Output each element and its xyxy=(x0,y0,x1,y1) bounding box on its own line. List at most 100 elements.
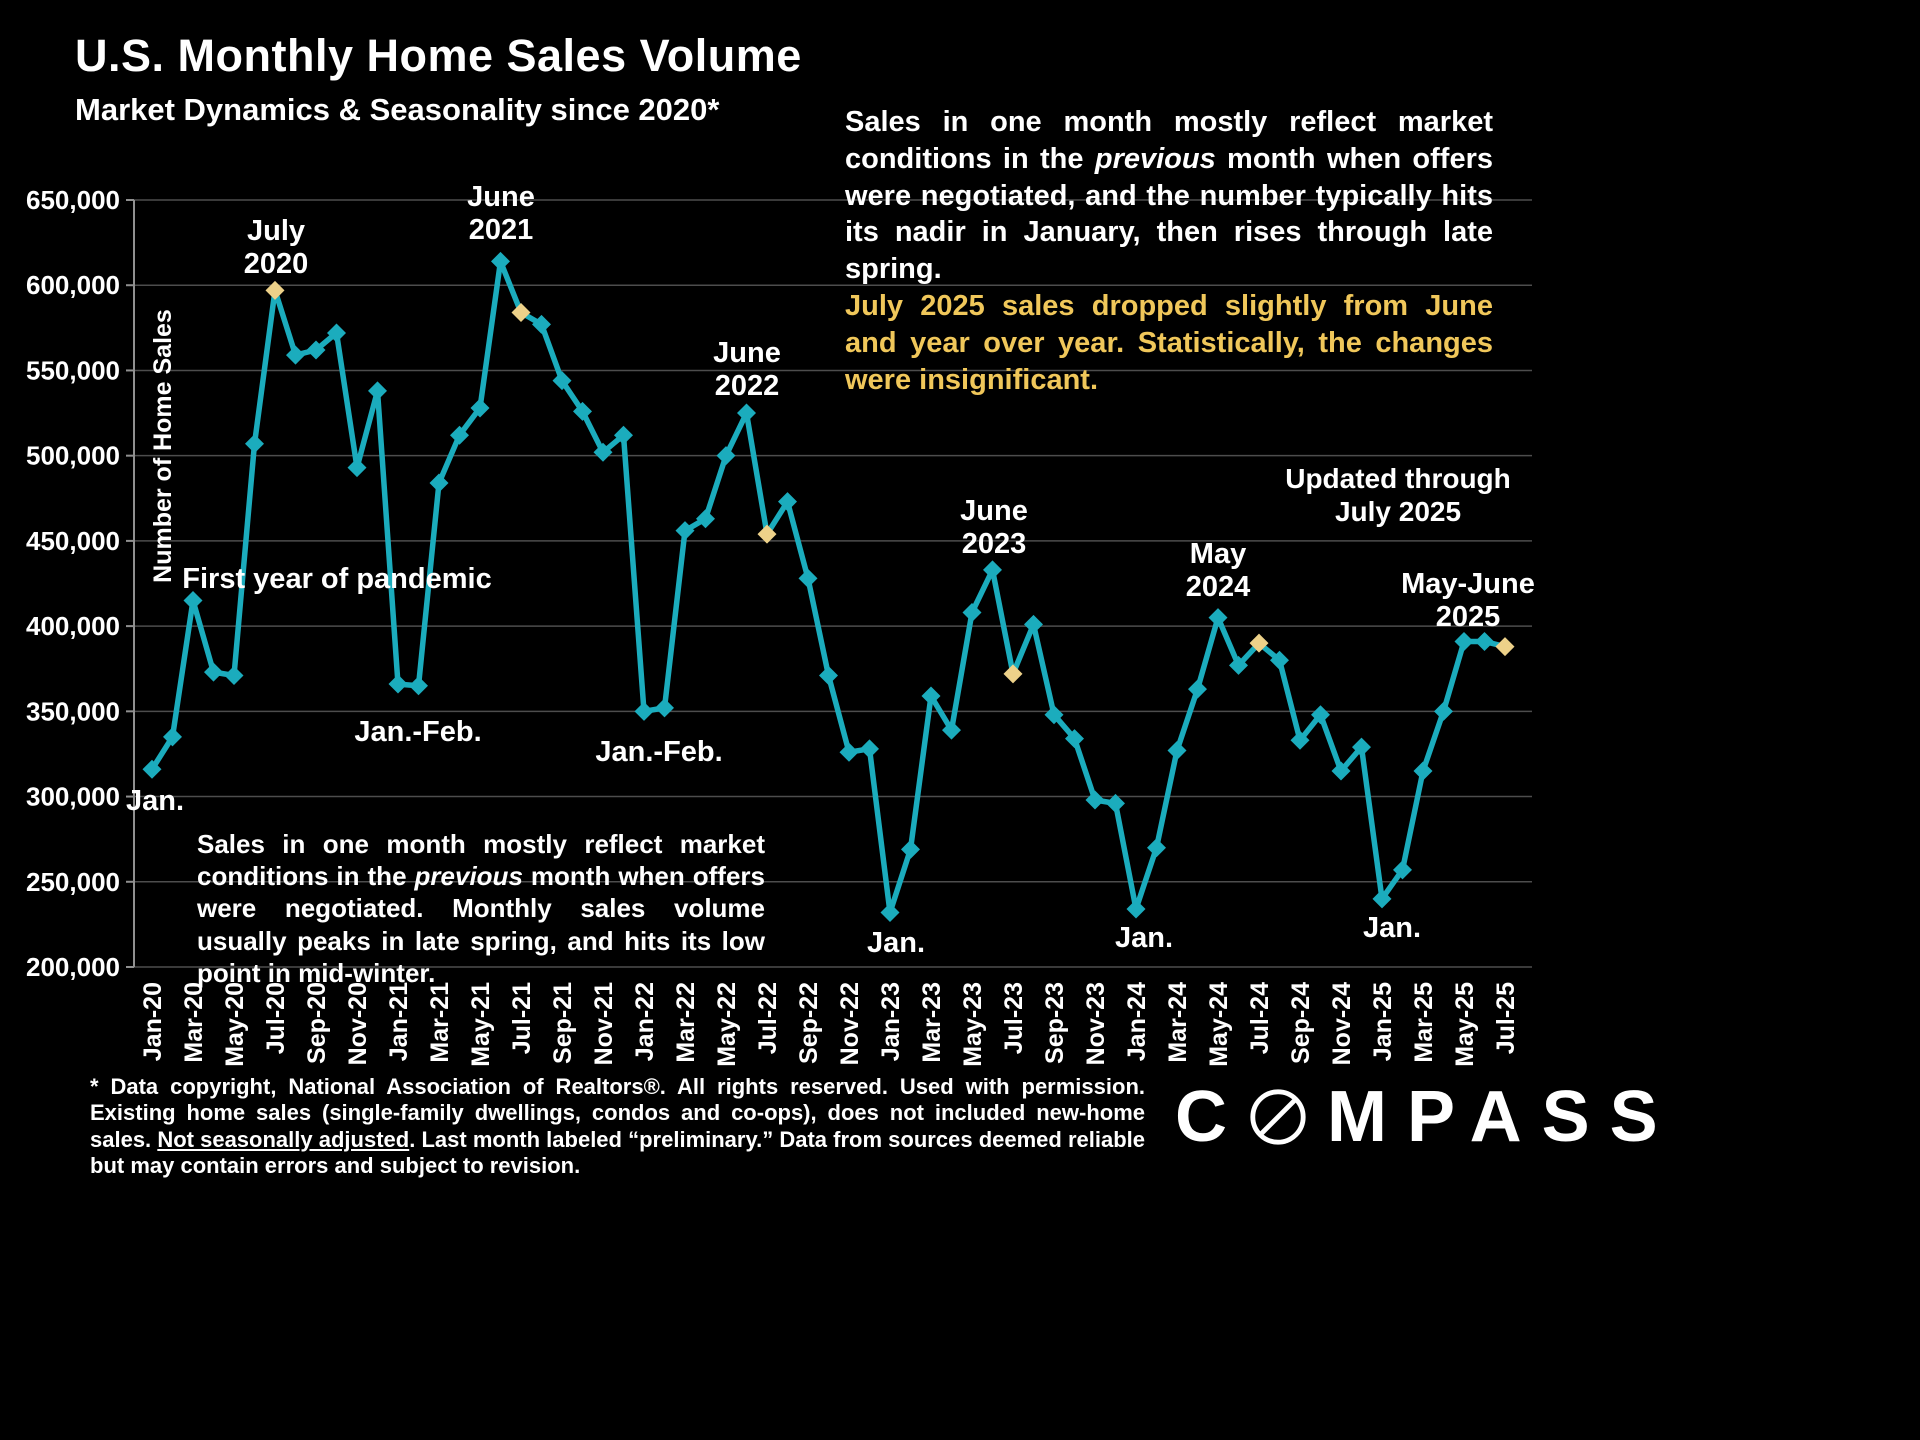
x-tick-label: Jul-25 xyxy=(1492,982,1520,1054)
data-point-Feb-20 xyxy=(163,727,182,747)
y-tick-label: 550,000 xyxy=(26,355,120,385)
data-point-Sep-21 xyxy=(552,371,572,391)
data-copyright-footnote: * Data copyright, National Association o… xyxy=(90,1074,1145,1180)
data-point-Nov-23 xyxy=(1085,790,1105,810)
data-point-Apr-24 xyxy=(1188,679,1207,699)
data-point-Aug-20 xyxy=(286,345,305,365)
data-point-Jun-24 xyxy=(1229,655,1248,675)
x-tick-label: Mar-22 xyxy=(672,982,700,1063)
data-point-May-24 xyxy=(1208,608,1228,628)
data-point-Apr-22 xyxy=(696,509,715,529)
explainer-text-after: month when offers were negotiated, and t… xyxy=(845,142,1493,286)
page-title: U.S. Monthly Home Sales Volume xyxy=(75,30,802,81)
data-point-Feb-24 xyxy=(1147,838,1166,858)
data-point-Mar-21 xyxy=(429,473,449,493)
x-tick-label: Sep-23 xyxy=(1041,982,1069,1064)
data-point-Feb-25 xyxy=(1393,860,1412,880)
gridlines: 200,000 250,000 300,000 350,000 400,000 450,0… xyxy=(26,185,1532,982)
chart-annotation: July 2020 xyxy=(244,215,309,280)
annotations: July 2020 June 2021 June 2022 June 2023 May 2024 M… xyxy=(126,181,1535,959)
data-point-Mar-20 xyxy=(183,591,203,611)
data-point-Jan-21 xyxy=(388,674,408,694)
chart-annotation: Jan. xyxy=(126,785,184,817)
july-2025-note: July 2025 sales dropped slightly from Ju… xyxy=(845,290,1493,396)
page-subtitle: Market Dynamics & Seasonality since 2020… xyxy=(75,92,720,127)
chart-annotation: Jan. xyxy=(867,927,925,959)
seasonality-text-italic: previous xyxy=(414,861,523,892)
logo-letters-mpass: MPASS xyxy=(1327,1077,1678,1157)
data-point-Mar-25 xyxy=(1413,761,1433,781)
data-point-Mar-22 xyxy=(675,521,695,541)
logo-letter-c: C xyxy=(1175,1077,1247,1157)
x-tick-label: May-25 xyxy=(1451,982,1479,1067)
x-tick-label: May-20 xyxy=(221,982,249,1067)
footnote-text-before: * Data copyright, National Association o… xyxy=(90,1074,1145,1152)
data-point-Oct-20 xyxy=(327,323,346,343)
data-point-May-22 xyxy=(716,446,736,466)
data-point-Jul-23 xyxy=(1003,664,1023,684)
x-tick-label: Jan-23 xyxy=(877,982,905,1061)
compass-o-icon xyxy=(1250,1089,1306,1145)
data-point-Aug-24 xyxy=(1270,650,1289,670)
data-point-Nov-20 xyxy=(347,458,367,478)
data-point-Jan-22 xyxy=(634,701,654,721)
data-point-Dec-21 xyxy=(614,425,633,445)
x-tick-label: Jan-21 xyxy=(385,982,413,1061)
data-point-Apr-21 xyxy=(450,425,469,445)
data-point-Jul-25 xyxy=(1495,637,1515,657)
data-point-Oct-21 xyxy=(573,401,592,421)
data-point-Jun-21 xyxy=(491,251,510,271)
x-tick-label: Jan-24 xyxy=(1123,982,1151,1061)
y-tick-label: 450,000 xyxy=(26,526,120,556)
footnote-text-after: . Last month labeled “preliminary.” Data… xyxy=(90,1126,1146,1179)
y-axis-title: Number of Home Sales xyxy=(149,309,177,583)
x-tick-label: Nov-23 xyxy=(1082,982,1110,1065)
data-point-Dec-22 xyxy=(860,739,879,759)
x-tick-label: Nov-20 xyxy=(344,982,372,1065)
x-tick-label: May-24 xyxy=(1205,982,1233,1067)
data-point-Jun-25 xyxy=(1475,631,1494,651)
x-axis-labels: Jan-20 Mar-20 May-20 Jul-20 Sep-20 Nov-20 Jan-… xyxy=(139,982,1520,1067)
x-tick-label: Jan-20 xyxy=(139,982,167,1061)
data-point-Jan-25 xyxy=(1372,889,1392,909)
data-point-Nov-24 xyxy=(1331,761,1351,781)
x-tick-label: Nov-21 xyxy=(590,982,618,1065)
data-point-Jan-20 xyxy=(142,759,162,779)
x-tick-label: Mar-25 xyxy=(1410,982,1438,1063)
x-tick-label: Jul-20 xyxy=(262,982,290,1054)
data-point-Jul-21 xyxy=(511,302,531,322)
x-tick-label: Mar-24 xyxy=(1164,982,1192,1063)
chart-annotation: Jan. xyxy=(1115,922,1173,954)
x-tick-label: Mar-23 xyxy=(918,982,946,1063)
data-point-Jul-20 xyxy=(265,280,285,300)
y-tick-label: 500,000 xyxy=(26,441,120,471)
y-tick-label: 250,000 xyxy=(26,867,120,897)
data-point-Feb-21 xyxy=(409,676,428,696)
x-tick-label: May-23 xyxy=(959,982,987,1067)
x-tick-label: Sep-20 xyxy=(303,982,331,1064)
chart-annotation: Jan. xyxy=(1363,912,1421,944)
data-point-Jan-24 xyxy=(1126,899,1146,919)
data-point-Sep-24 xyxy=(1290,730,1310,750)
x-tick-label: Jul-21 xyxy=(508,982,536,1054)
chart-annotation: Jan.-Feb. xyxy=(354,716,481,748)
data-point-Apr-20 xyxy=(204,662,223,682)
data-point-May-20 xyxy=(224,666,244,686)
footnote-text-underlined: Not seasonally adjusted xyxy=(157,1126,410,1152)
y-tick-label: 350,000 xyxy=(26,696,120,726)
data-point-Sep-20 xyxy=(306,340,326,360)
data-point-Oct-23 xyxy=(1065,729,1084,749)
data-point-Feb-23 xyxy=(901,839,920,859)
data-point-Aug-21 xyxy=(532,314,551,334)
data-point-Mar-24 xyxy=(1167,741,1187,761)
y-tick-label: 300,000 xyxy=(26,782,120,812)
data-point-Feb-22 xyxy=(655,698,674,718)
data-point-Dec-23 xyxy=(1106,793,1125,813)
data-point-Jan-23 xyxy=(880,902,900,922)
chart-annotation: May-June 2025 xyxy=(1401,568,1535,633)
data-point-Apr-25 xyxy=(1434,701,1453,721)
data-point-Jun-20 xyxy=(245,434,264,454)
data-point-Oct-22 xyxy=(819,666,838,686)
data-point-Apr-23 xyxy=(942,720,961,740)
